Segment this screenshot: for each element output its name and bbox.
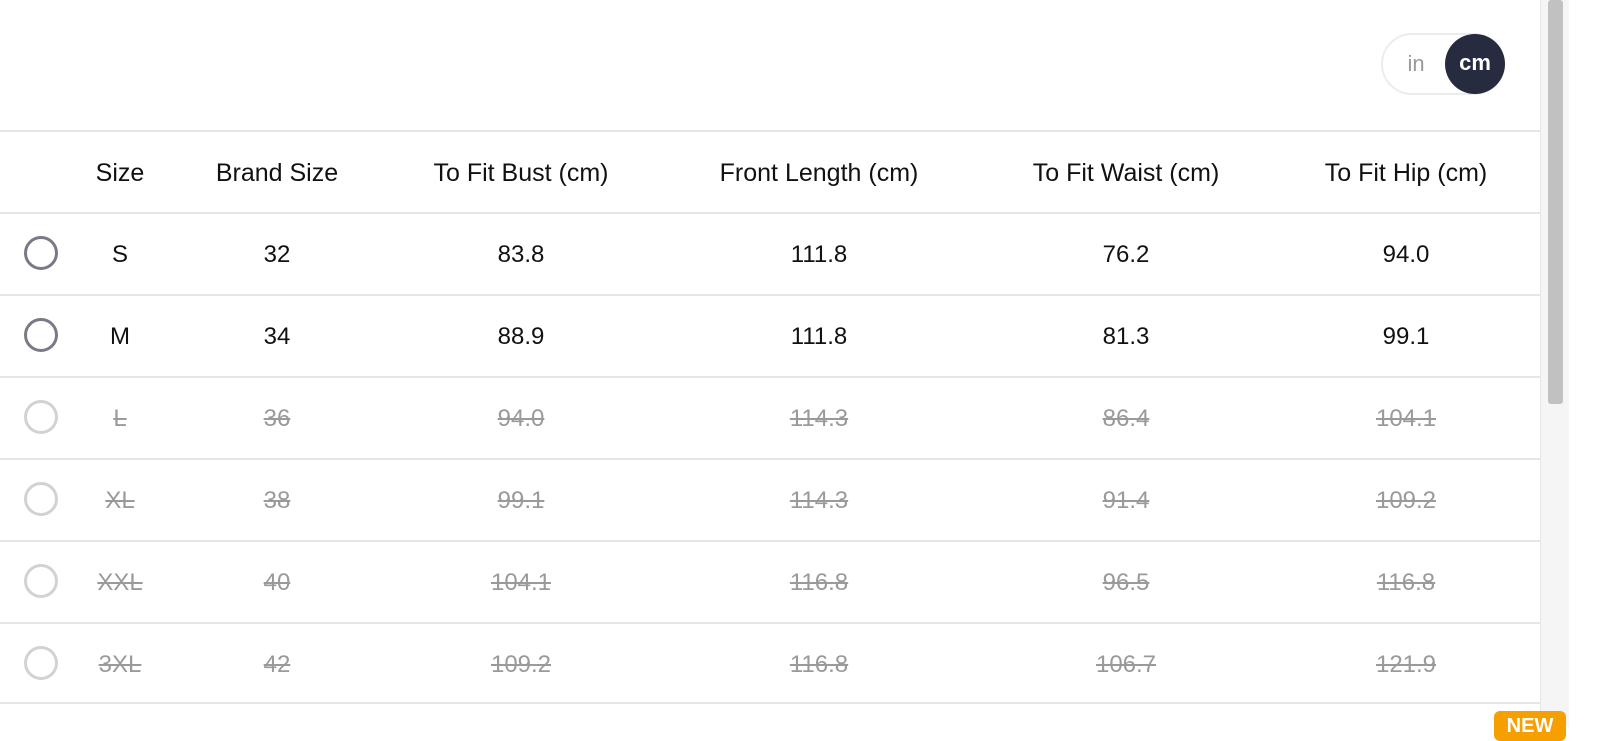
table-row[interactable]: M 34 88.9 111.8 81.3 99.1 xyxy=(0,294,1540,376)
cell-brand-size: 36 xyxy=(263,405,291,432)
table-row: 3XL 42 109.2 116.8 106.7 121.9 xyxy=(0,622,1540,704)
table-row: L 36 94.0 114.3 86.4 104.1 xyxy=(0,376,1540,458)
cell-front-length: 111.8 xyxy=(790,323,848,350)
cell-bust: 104.1 xyxy=(490,569,552,596)
cell-waist: 96.5 xyxy=(1102,569,1150,596)
cell-front-length: 116.8 xyxy=(789,569,849,596)
cell-hip: 99.1 xyxy=(1382,323,1430,350)
cell-size: M xyxy=(110,323,130,350)
unit-option-cm[interactable]: cm xyxy=(1445,34,1505,94)
cell-waist: 76.2 xyxy=(1102,241,1150,268)
cell-bust: 94.0 xyxy=(497,405,545,432)
cell-size: XL xyxy=(105,487,135,514)
cell-hip: 109.2 xyxy=(1375,487,1437,514)
size-radio[interactable] xyxy=(24,318,58,352)
header-brand-size: Brand Size xyxy=(215,159,339,187)
scrollbar[interactable] xyxy=(1540,0,1569,727)
size-radio xyxy=(24,482,58,516)
cell-front-length: 114.3 xyxy=(789,405,849,432)
table-row: XXL 40 104.1 116.8 96.5 116.8 xyxy=(0,540,1540,622)
cell-brand-size: 38 xyxy=(263,487,291,514)
scrollbar-thumb[interactable] xyxy=(1548,0,1563,404)
unit-toggle[interactable]: in cm xyxy=(1381,33,1505,95)
cell-brand-size: 34 xyxy=(263,323,291,350)
cell-hip: 121.9 xyxy=(1375,651,1437,678)
table-row: XL 38 99.1 114.3 91.4 109.2 xyxy=(0,458,1540,540)
size-radio xyxy=(24,564,58,598)
table-header: Size Brand Size To Fit Bust (cm) Front L… xyxy=(0,130,1540,212)
cell-size: 3XL xyxy=(98,651,142,678)
cell-bust: 99.1 xyxy=(497,487,545,514)
header-hip: To Fit Hip (cm) xyxy=(1324,159,1488,187)
size-radio xyxy=(24,646,58,680)
cell-waist: 81.3 xyxy=(1102,323,1150,350)
size-radio xyxy=(24,400,58,434)
cell-size: L xyxy=(113,405,127,432)
cell-waist: 106.7 xyxy=(1095,651,1157,678)
new-badge: NEW xyxy=(1494,711,1566,741)
cell-front-length: 114.3 xyxy=(789,487,849,514)
cell-size: XXL xyxy=(97,569,143,596)
header-front-length: Front Length (cm) xyxy=(719,159,919,187)
cell-brand-size: 42 xyxy=(263,651,291,678)
size-chart-table: Size Brand Size To Fit Bust (cm) Front L… xyxy=(0,130,1540,704)
cell-bust: 83.8 xyxy=(497,241,545,268)
cell-bust: 88.9 xyxy=(497,323,545,350)
cell-hip: 104.1 xyxy=(1375,405,1437,432)
cell-brand-size: 32 xyxy=(263,241,291,268)
cell-hip: 116.8 xyxy=(1376,569,1436,596)
size-radio[interactable] xyxy=(24,236,58,270)
cell-waist: 86.4 xyxy=(1102,405,1150,432)
cell-size: S xyxy=(111,241,129,268)
cell-brand-size: 40 xyxy=(263,569,291,596)
cell-hip: 94.0 xyxy=(1382,241,1430,268)
unit-option-in[interactable]: in xyxy=(1407,51,1425,76)
header-size: Size xyxy=(95,159,145,187)
header-bust: To Fit Bust (cm) xyxy=(433,159,609,187)
cell-bust: 109.2 xyxy=(490,651,552,678)
cell-front-length: 111.8 xyxy=(790,241,848,268)
cell-waist: 91.4 xyxy=(1102,487,1150,514)
cell-front-length: 116.8 xyxy=(789,651,849,678)
header-waist: To Fit Waist (cm) xyxy=(1032,159,1220,187)
table-row[interactable]: S 32 83.8 111.8 76.2 94.0 xyxy=(0,212,1540,294)
